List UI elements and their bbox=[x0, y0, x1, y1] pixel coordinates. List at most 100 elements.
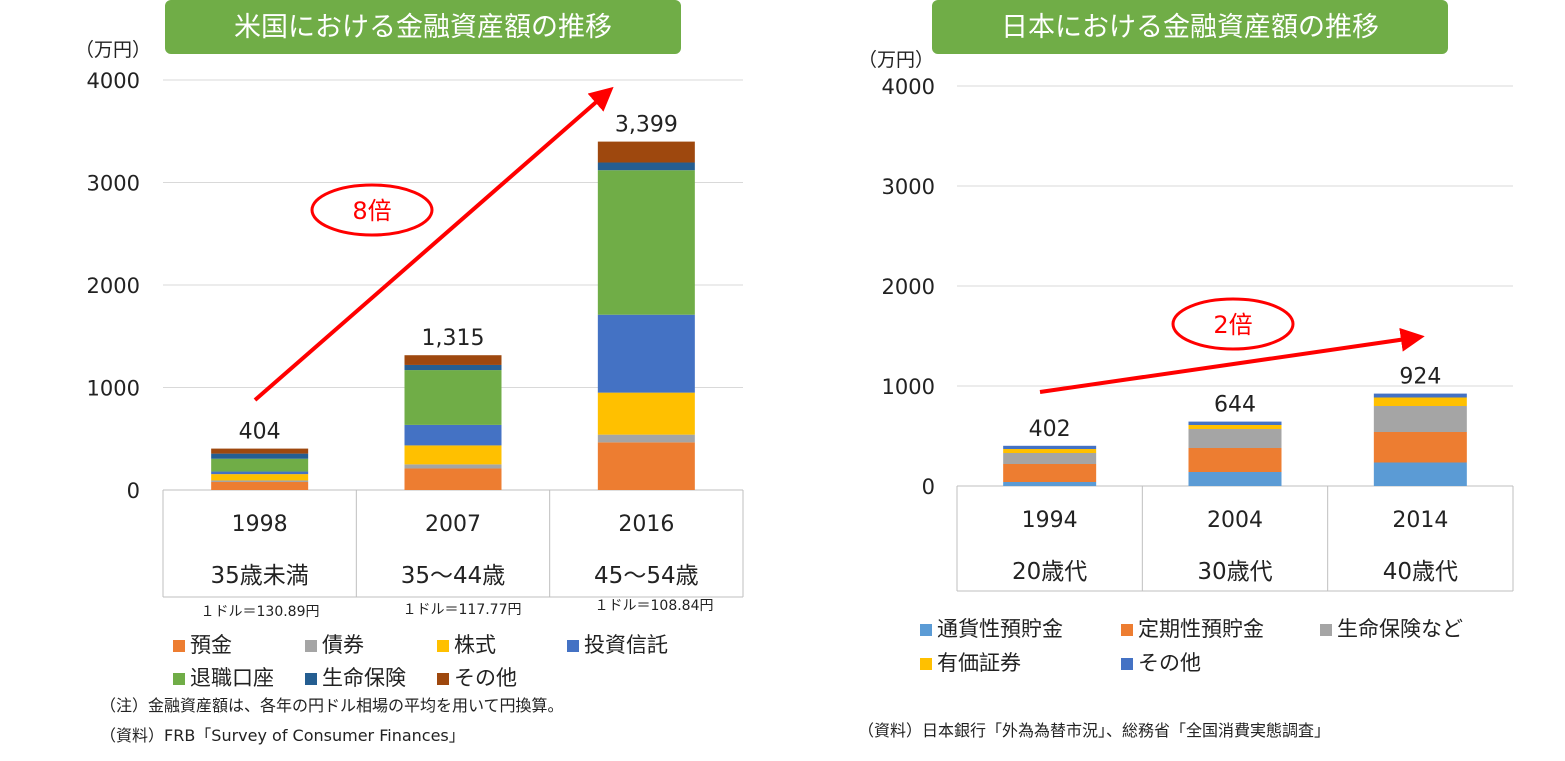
jp-multiplier-ellipse bbox=[1171, 297, 1295, 351]
bar-segment bbox=[404, 370, 502, 425]
bar-segment bbox=[1003, 449, 1097, 453]
bar-segment bbox=[404, 464, 502, 469]
x-category-label: 2004 bbox=[1207, 508, 1263, 533]
bar-segment bbox=[211, 453, 309, 459]
legend-label: その他 bbox=[454, 666, 517, 690]
legend-swatch bbox=[1121, 624, 1133, 636]
legend-swatch bbox=[920, 624, 932, 636]
legend-label: 債券 bbox=[322, 633, 364, 657]
bar-segment bbox=[597, 434, 695, 443]
x-category-label: 2016 bbox=[618, 512, 674, 537]
us-title-banner bbox=[165, 0, 681, 54]
bar-segment bbox=[1003, 453, 1097, 464]
bar-segment bbox=[404, 355, 502, 365]
legend-label: 株式 bbox=[454, 633, 496, 657]
bar-segment bbox=[1373, 406, 1467, 432]
legend-swatch bbox=[567, 640, 579, 652]
us-rate-2016: １ドル＝108.84円 bbox=[595, 598, 714, 614]
bar-segment bbox=[404, 468, 502, 490]
legend-swatch bbox=[305, 673, 317, 685]
y-tick-label: 2000 bbox=[87, 274, 140, 298]
bar-segment bbox=[1003, 482, 1097, 486]
bar-segment bbox=[404, 445, 502, 465]
bar-segment bbox=[1373, 432, 1467, 463]
legend-swatch bbox=[437, 673, 449, 685]
us-category-table: 1998 35歳未満 2007 35～44歳 2016 45～54歳 bbox=[162, 490, 744, 598]
bar-total-label: 404 bbox=[239, 420, 281, 445]
x-category-sublabel: 35歳未満 bbox=[211, 563, 309, 589]
x-category-sublabel: 45～54歳 bbox=[594, 563, 699, 589]
jp-chart: 日本における金融資産額の推移 （万円） 0 1000 2000 3000 4000 40… bbox=[858, 0, 1514, 740]
y-tick-label: 3000 bbox=[882, 175, 935, 199]
legend-label: 有価証券 bbox=[937, 651, 1021, 675]
legend-label: 生命保険など bbox=[1337, 617, 1463, 641]
bar-segment bbox=[1373, 462, 1467, 486]
bar-segment bbox=[211, 474, 309, 481]
bar-total-label: 3,399 bbox=[615, 113, 678, 138]
bar-segment bbox=[404, 364, 502, 371]
us-multiplier-label: 8倍 bbox=[352, 197, 391, 225]
jp-bars: 402 644 924 bbox=[1003, 365, 1467, 486]
bar-segment bbox=[597, 141, 695, 163]
us-source: （資料）FRB「Survey of Consumer Finances」 bbox=[100, 726, 465, 745]
legend-swatch bbox=[173, 673, 185, 685]
x-category-sublabel: 20歳代 bbox=[1012, 559, 1087, 585]
bar-segment bbox=[1188, 472, 1282, 486]
bar-segment bbox=[211, 448, 309, 454]
bar-segment bbox=[597, 170, 695, 315]
bar-total-label: 644 bbox=[1214, 393, 1256, 418]
bar-total-label: 402 bbox=[1029, 417, 1071, 442]
x-category-sublabel: 40歳代 bbox=[1383, 559, 1458, 585]
y-tick-label: 1000 bbox=[87, 377, 140, 401]
jp-chart-title: 日本における金融資産額の推移 bbox=[1001, 12, 1379, 43]
jp-growth-arrow bbox=[1039, 327, 1425, 394]
us-rate-1998: １ドル＝130.89円 bbox=[201, 604, 320, 620]
us-note: （注）金融資産額は、各年の円ドル相場の平均を用いて円換算。 bbox=[100, 696, 564, 715]
us-unit-label: （万円） bbox=[75, 39, 151, 61]
y-tick-label: 0 bbox=[922, 475, 935, 499]
y-tick-label: 1000 bbox=[882, 375, 935, 399]
bar-segment bbox=[1003, 445, 1097, 449]
y-tick-label: 0 bbox=[127, 479, 140, 503]
legend-swatch bbox=[437, 640, 449, 652]
legend-label: 定期性預貯金 bbox=[1138, 617, 1264, 641]
bar-segment bbox=[1188, 421, 1282, 425]
y-tick-label: 4000 bbox=[882, 75, 935, 99]
us-chart: 米国における金融資産額の推移 （万円） 0 1000 2000 3000 4000 40… bbox=[75, 0, 744, 745]
bar-segment bbox=[211, 458, 309, 472]
legend-swatch bbox=[920, 658, 932, 670]
us-growth-arrow bbox=[253, 86, 614, 402]
x-category-label: 2007 bbox=[425, 512, 481, 537]
legend-label: 通貨性預貯金 bbox=[937, 617, 1063, 641]
legend-swatch bbox=[305, 640, 317, 652]
jp-multiplier-label: 2倍 bbox=[1213, 311, 1252, 339]
bar-segment bbox=[1373, 393, 1467, 398]
bar-segment bbox=[404, 424, 502, 446]
us-multiplier-ellipse bbox=[310, 183, 434, 237]
jp-unit-label: （万円） bbox=[858, 49, 934, 71]
y-tick-label: 2000 bbox=[882, 275, 935, 299]
bar-segment bbox=[597, 442, 695, 490]
y-tick-label: 3000 bbox=[87, 172, 140, 196]
bar-segment bbox=[597, 392, 695, 435]
legend-swatch bbox=[173, 640, 185, 652]
us-chart-title: 米国における金融資産額の推移 bbox=[234, 12, 612, 43]
bar-segment bbox=[1003, 464, 1097, 482]
bar-segment bbox=[1188, 448, 1282, 472]
x-category-sublabel: 35～44歳 bbox=[401, 563, 506, 589]
bar-segment bbox=[597, 314, 695, 393]
us-rate-2007: １ドル＝117.77円 bbox=[403, 602, 522, 618]
legend-label: その他 bbox=[1138, 651, 1201, 675]
legend-label: 生命保険 bbox=[322, 666, 406, 690]
x-category-label: 1998 bbox=[232, 512, 288, 537]
bar-total-label: 924 bbox=[1399, 365, 1441, 390]
bar-segment bbox=[211, 471, 309, 475]
legend-swatch bbox=[1121, 658, 1133, 670]
bar-segment bbox=[597, 162, 695, 171]
bar-segment bbox=[1188, 425, 1282, 429]
legend-label: 投資信託 bbox=[584, 633, 668, 657]
bar-segment bbox=[1188, 429, 1282, 448]
